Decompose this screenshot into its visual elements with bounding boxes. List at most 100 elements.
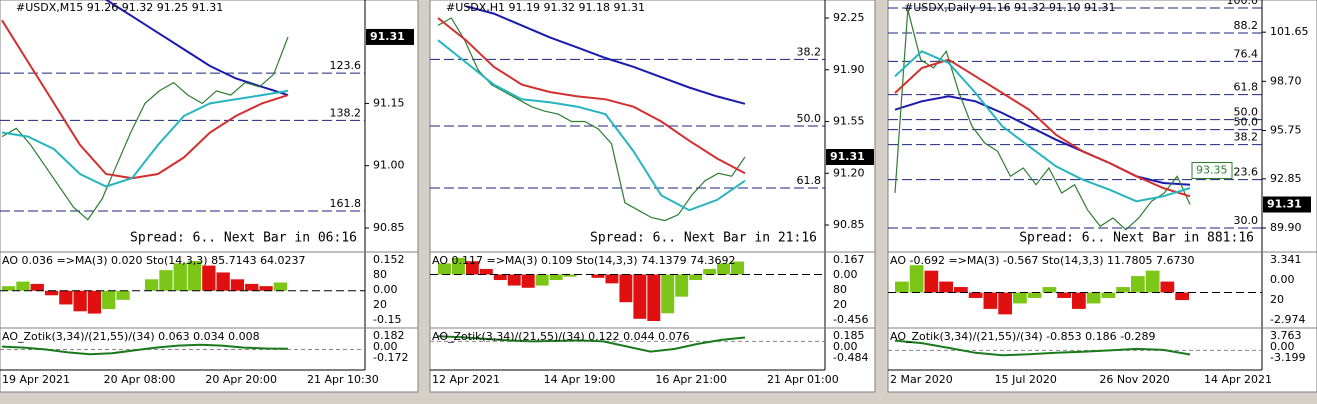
fib-label: 50.0	[797, 112, 822, 125]
ao-bar	[438, 263, 451, 275]
zotik-line	[437, 335, 746, 353]
x-tick-label: 19 Apr 2021	[2, 373, 70, 386]
ao-bar	[1042, 287, 1057, 293]
y-tick-label: 95.75	[1270, 124, 1302, 137]
x-tick-label: 15 Jul 2020	[995, 373, 1057, 386]
ao-bar	[479, 268, 493, 275]
zotik-label: AO_Zotik(3,34)/(21,55)/(34) -0.853 0.186…	[890, 330, 1156, 343]
x-tick-label: 20 Apr 20:00	[205, 373, 277, 386]
ao-bar	[159, 270, 173, 291]
ao-bar	[1057, 292, 1071, 298]
ao-bar	[16, 281, 30, 291]
fib-label: 23.6	[1234, 166, 1259, 179]
ao-label: AO 0.117 =>MA(3) 0.109 Sto(14,3,3) 74.13…	[432, 254, 736, 267]
ao-bar	[1131, 276, 1145, 293]
ao-bar	[1027, 292, 1042, 298]
x-tick-label: 20 Apr 08:00	[104, 373, 176, 386]
ao-bar	[549, 274, 563, 281]
ao-bar	[216, 272, 230, 291]
ao-bar	[998, 292, 1012, 315]
ao-bar	[245, 283, 259, 291]
ao-bar	[909, 265, 924, 293]
y-tick-label: 92.85	[1270, 172, 1302, 185]
fib-label: 88.2	[1234, 19, 1259, 32]
ao-bar	[73, 290, 87, 312]
ao-bar	[1072, 292, 1086, 309]
spread-info: Spread: 6.. Next Bar in 881:16	[1019, 231, 1254, 246]
ao-bar	[202, 265, 216, 291]
zotik-line	[894, 339, 1191, 357]
ao-bar	[647, 274, 661, 322]
ao-tick-label: 80	[373, 268, 387, 281]
ao-bar	[717, 263, 731, 275]
y-tick-label: 101.65	[1270, 25, 1309, 38]
last-price-tag	[1263, 196, 1311, 213]
zotik-tick-label: 0.185	[833, 329, 865, 342]
ao-bar	[1175, 292, 1189, 301]
ao-bar	[173, 263, 187, 291]
spread-info: Spread: 6.. Next Bar in 06:16	[130, 231, 357, 246]
ao-bar	[465, 261, 479, 275]
ao-bar	[187, 261, 202, 291]
last-price-label: 91.31	[370, 30, 405, 43]
ao-bar	[983, 292, 998, 309]
ao-bar	[968, 292, 983, 298]
zotik-label: AO_Zotik(3,34)/(21,55)/(34) 0.122 0.044 …	[432, 330, 690, 343]
y-tick-label: 91.15	[373, 96, 405, 109]
x-tick-label: 21 Apr 01:00	[767, 373, 839, 386]
ma-blue	[105, 0, 289, 97]
y-tick-label: 91.20	[833, 166, 865, 179]
ao-label: AO 0.036 =>MA(3) 0.020 Sto(14,3,3) 85.71…	[2, 254, 306, 267]
ao-bar	[661, 274, 675, 314]
ao-bar	[30, 283, 44, 291]
fib-label: 38.2	[797, 45, 822, 58]
ao-tick-label: 20	[833, 298, 847, 311]
x-tick-label: 2 Mar 2020	[890, 373, 953, 386]
fib-label: 30.0	[1234, 214, 1259, 227]
ao-bar	[1145, 270, 1160, 293]
zotik-tick-label: 0.00	[833, 340, 858, 353]
y-tick-label: 91.90	[833, 63, 865, 76]
ma-teal	[1, 89, 289, 188]
zotik-tick-label: -0.172	[373, 351, 408, 364]
ao-bar	[259, 286, 273, 291]
y-tick-label: 89.90	[1270, 221, 1302, 234]
ao-bar	[102, 290, 116, 310]
ao-tick-label: 0.00	[373, 283, 398, 296]
ao-tick-label: 20	[373, 298, 387, 311]
ao-tick-label: 0.152	[373, 253, 405, 266]
price-line	[894, 9, 1191, 231]
ao-bar	[273, 282, 287, 291]
price-line	[1, 36, 289, 221]
ao-bar	[59, 290, 73, 305]
ao-tick-label: 20	[1270, 293, 1284, 306]
x-tick-label: 12 Apr 2021	[432, 373, 500, 386]
zotik-tick-label: 3.763	[1270, 329, 1302, 342]
price-marker	[1191, 162, 1233, 179]
ao-tick-label: 0.167	[833, 253, 865, 266]
fib-label: 38.2	[1234, 131, 1259, 144]
ao-bar	[689, 274, 703, 281]
ao-bar	[145, 279, 159, 291]
zotik-tick-label: -3.199	[1270, 351, 1305, 364]
ao-bar	[1013, 292, 1027, 304]
x-tick-label: 21 Apr 10:30	[307, 373, 379, 386]
ao-bar	[87, 290, 102, 314]
fib-label: 61.8	[797, 174, 822, 187]
ao-tick-label: -0.456	[833, 313, 868, 326]
ao-bar	[1160, 281, 1175, 293]
last-price-tag	[826, 149, 874, 166]
ao-tick-label: 0.00	[1270, 273, 1295, 286]
ao-bar	[116, 290, 130, 300]
ao-bar	[1101, 292, 1116, 298]
ao-bar	[633, 274, 647, 319]
ao-bar	[703, 268, 717, 275]
zotik-tick-label: 0.182	[373, 329, 405, 342]
ao-tick-label: -0.15	[373, 313, 401, 326]
ao-label: AO -0.692 =>MA(3) -0.567 Sto(14,3,3) 11.…	[890, 254, 1195, 267]
ao-bar	[451, 257, 465, 275]
y-tick-label: 90.85	[833, 218, 865, 231]
zotik-tick-label: -0.484	[833, 351, 868, 364]
